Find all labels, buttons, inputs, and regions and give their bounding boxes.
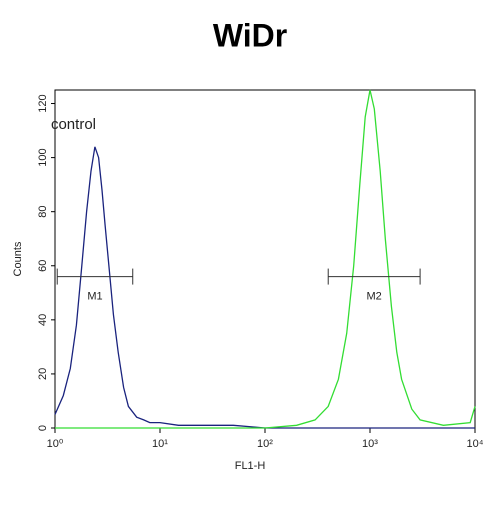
y-tick-label: 0	[37, 425, 49, 431]
y-tick-label: 80	[37, 206, 49, 218]
x-tick-label: 10⁴	[467, 438, 484, 450]
gate-label: M2	[367, 290, 382, 302]
chart-title: WiDr	[213, 17, 287, 53]
gate-label: M1	[87, 290, 102, 302]
x-tick-label: 10¹	[152, 438, 168, 450]
histogram-line	[55, 89, 476, 429]
y-tick-label: 20	[37, 368, 49, 380]
y-axis-label: Counts	[12, 241, 24, 276]
y-tick-label: 120	[37, 94, 49, 112]
x-axis-label: FL1-H	[235, 460, 266, 472]
y-tick-label: 40	[37, 314, 49, 326]
x-tick-label: 10³	[362, 438, 378, 450]
y-tick-label: 60	[37, 260, 49, 272]
plot-frame	[54, 89, 476, 429]
x-tick-label: 10²	[257, 438, 273, 450]
annotation: control	[51, 116, 96, 133]
histogram-line	[54, 146, 475, 429]
y-tick-label: 100	[37, 148, 49, 166]
x-tick-label: 10⁰	[47, 438, 64, 450]
